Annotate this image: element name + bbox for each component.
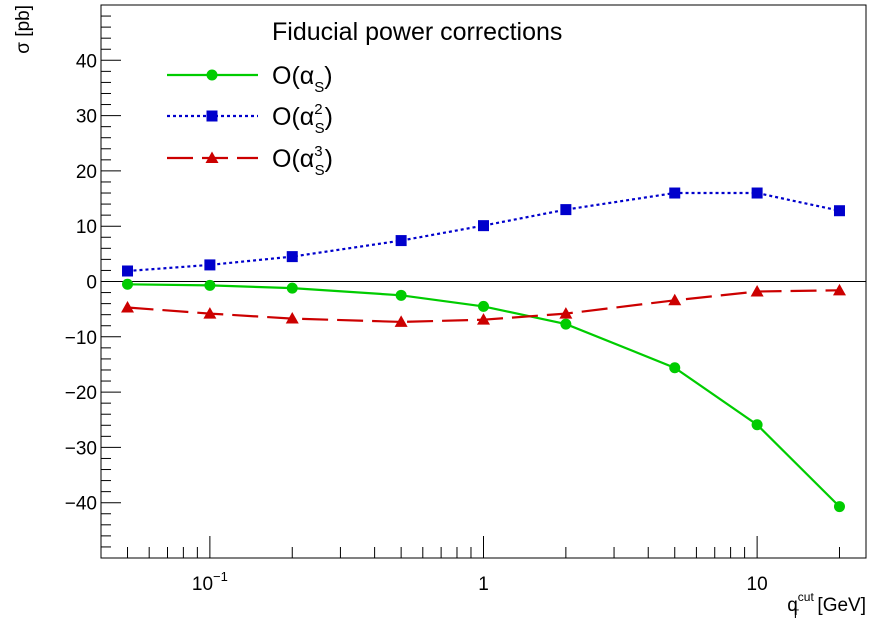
x-axis-label-main: q	[787, 595, 798, 616]
series-2	[122, 187, 845, 277]
y-axis-label: σ [pb]	[13, 5, 34, 54]
legend-label-2: O(α2 S)	[272, 101, 333, 137]
data-point-triangle	[750, 284, 764, 297]
legend-label-1: O(αS)	[272, 62, 333, 96]
x-axis-label-unit: [GeV]	[812, 595, 866, 616]
data-point-square	[751, 187, 763, 199]
legend-label-3: O(α3 S)	[272, 143, 333, 179]
y-tick-label: 30	[76, 107, 97, 128]
data-point-square	[122, 265, 134, 277]
series-3	[121, 283, 846, 327]
x-tick-label: 1	[478, 574, 489, 595]
y-tick-label: −40	[65, 494, 97, 515]
x-tick-label: 10	[747, 574, 768, 595]
data-point-triangle	[285, 312, 299, 324]
legend-marker-3	[205, 151, 219, 163]
data-point-square	[833, 205, 845, 217]
y-tick-label: 20	[76, 162, 97, 183]
data-point-triangle	[832, 283, 846, 296]
data-point-square	[669, 187, 681, 199]
x-axis-label: qcut T [GeV]	[787, 590, 866, 618]
data-point-triangle	[394, 315, 408, 327]
data-point-circle	[833, 501, 845, 513]
data-point-square	[204, 259, 216, 271]
data-point-triangle	[121, 300, 135, 313]
legend-marker-1	[206, 69, 218, 81]
data-point-square	[560, 204, 572, 216]
data-point-circle	[286, 282, 298, 294]
data-point-circle	[560, 318, 572, 330]
data-point-circle	[751, 419, 763, 431]
data-point-circle	[204, 279, 216, 291]
data-point-square	[478, 220, 489, 232]
data-point-triangle	[203, 307, 217, 319]
x-axis-label-sub: T	[792, 607, 800, 618]
x-axis-label-sup: cut	[798, 590, 815, 604]
y-tick-label: −10	[65, 328, 97, 349]
series-1	[122, 278, 845, 513]
data-point-square	[395, 235, 407, 247]
x-axis: 10−1 1 10	[100, 536, 840, 595]
legend: Fiducial power corrections O(αS) O(α2 S) O(α…	[167, 18, 562, 179]
y-tick-label: −20	[65, 383, 97, 404]
data-point-triangle	[477, 313, 490, 325]
y-tick-label: 0	[86, 273, 97, 294]
data-point-circle	[478, 300, 489, 312]
y-tick-label: 10	[76, 217, 97, 238]
legend-marker-2	[206, 110, 218, 122]
y-tick-label: −30	[65, 438, 97, 459]
data-point-square	[286, 251, 298, 263]
data-point-circle	[669, 362, 681, 374]
data-point-circle	[122, 278, 134, 290]
data-point-triangle	[668, 293, 682, 306]
x-tick-label: 10−1	[192, 569, 228, 595]
series-layer	[121, 187, 846, 513]
series-line	[127, 191, 840, 273]
y-tick-label: 40	[76, 51, 97, 72]
legend-title: Fiducial power corrections	[272, 18, 562, 46]
data-point-circle	[395, 289, 407, 301]
data-point-triangle	[559, 307, 573, 319]
y-axis: 40 30 20 10 0 −10 −20 −30 −40	[65, 15, 121, 548]
